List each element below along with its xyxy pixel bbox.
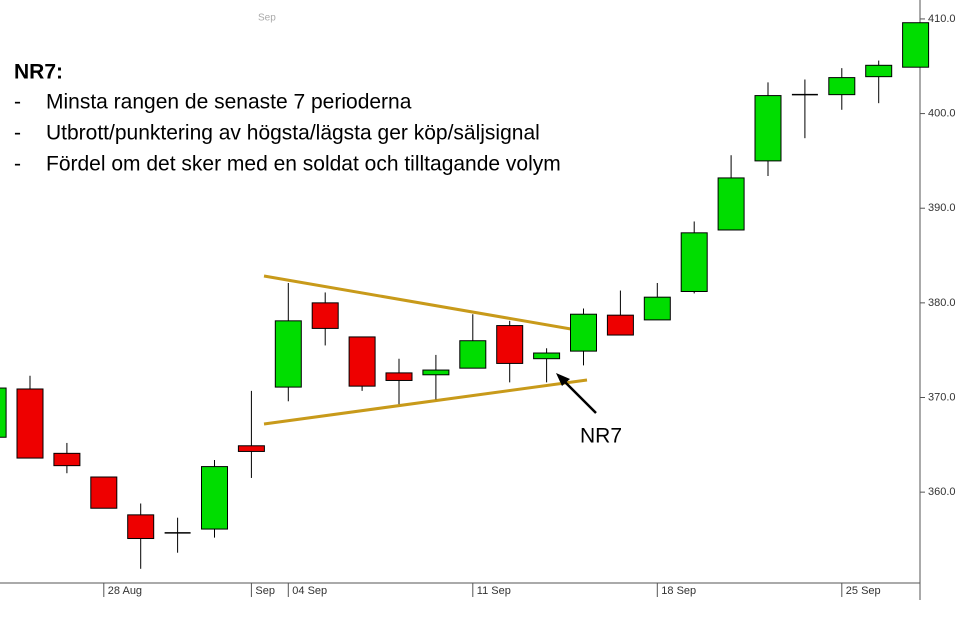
candle-body [422,369,450,376]
candle-body [570,313,597,352]
candle-body [828,77,856,96]
x-tick-label: 04 Sep [292,585,327,597]
y-tick-label: 400.0 [928,107,956,119]
candle-body [717,177,745,231]
annotation: NR7 [580,425,622,448]
candle-body [533,352,561,360]
candle-body [754,95,782,162]
candle-body [643,296,671,321]
candle-body [385,372,413,381]
bullet-dash: - [14,153,21,176]
candle-body [90,476,118,509]
y-tick-label: 390.0 [928,202,956,214]
candle-body [0,387,7,438]
x-tick-label: 11 Sep [477,585,511,597]
candle-body [237,445,265,452]
bullet: Minsta rangen de senaste 7 perioderna [46,91,412,114]
candle-body [902,22,930,68]
x-tick-label: 28 Aug [108,585,142,597]
candle-body [680,232,708,292]
bullet: Utbrott/punktering av högsta/lägsta ger … [46,122,540,145]
candle-body [459,340,487,369]
x-tick-label: Sep [255,585,275,597]
candle-body [348,336,376,387]
x-tick-label: 25 Sep [846,585,881,597]
bullet-dash: - [14,122,21,145]
candle-body [127,514,155,540]
support-line [263,378,588,426]
arrow-head [556,373,570,386]
title: NR7: [14,61,63,84]
candle-body [274,320,302,388]
resistance-line [263,274,595,335]
annotation-arrow [559,376,597,414]
candle-body [606,314,634,336]
x-tick-label: 18 Sep [661,585,696,597]
y-tick-label: 380.0 [928,297,956,309]
top-label: Sep [258,13,276,24]
y-tick-label: 410.0 [928,13,956,25]
candle-body [865,64,893,78]
bullet: Fördel om det sker med en soldat och til… [46,153,561,176]
candle-body [53,452,81,467]
bullet-dash: - [14,91,21,114]
candle-body [201,466,228,530]
y-tick-label: 360.0 [928,486,956,498]
y-tick-label: 370.0 [928,391,956,403]
candle-body [16,388,44,459]
candle-body [311,302,339,329]
candle-body [496,325,524,364]
